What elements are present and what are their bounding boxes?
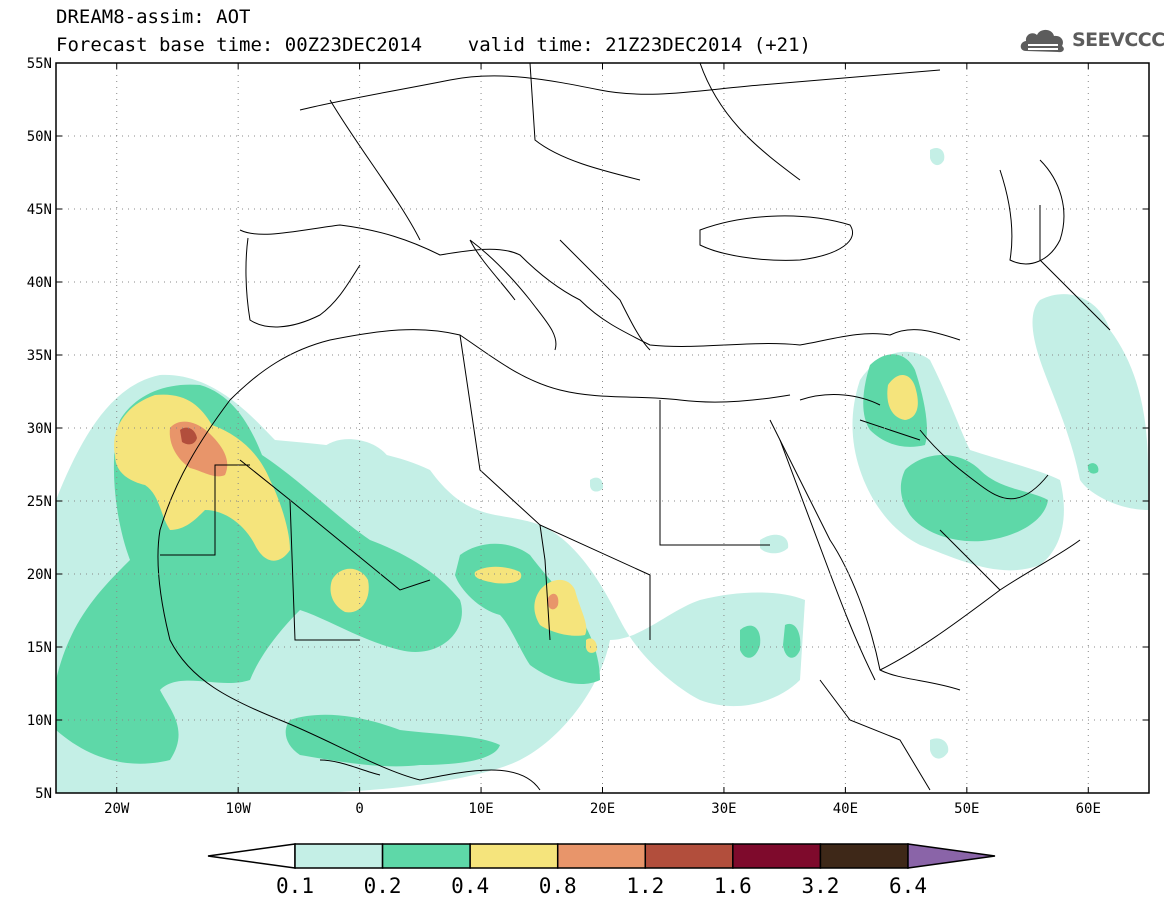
- colorbar-box-1: [381, 843, 471, 869]
- map-grid: [56, 63, 1149, 793]
- aot-field: [56, 148, 1148, 793]
- country-line-3: [699, 63, 801, 181]
- colorbar-high-triangle: [907, 843, 996, 869]
- colorbar-box-3: [556, 843, 647, 869]
- caspian: [999, 159, 1065, 265]
- lat-tick-label: 25N: [27, 494, 52, 510]
- sudan-border: [539, 524, 651, 641]
- lat-tick-label: 20N: [27, 567, 52, 583]
- lat-tick-label: 50N: [27, 129, 52, 145]
- sahara-border-1: [239, 459, 431, 591]
- lat-tick-label: 45N: [27, 202, 52, 218]
- aot-level-0.4: [114, 374, 918, 653]
- colorbar-label: 0.1: [276, 874, 314, 898]
- egypt-border: [659, 400, 770, 546]
- italy-coast: [469, 239, 557, 351]
- colorbar-box-2: [469, 843, 559, 869]
- colorbar: 0.1 0.2 0.4 0.8 1.2 1.6 3.2 6.4: [207, 843, 996, 898]
- arabia-border: [799, 394, 1001, 591]
- europe-coastline: [239, 224, 961, 347]
- east-africa-border: [819, 679, 931, 791]
- iran-border: [1039, 205, 1111, 331]
- lon-tick-label: 50E: [954, 801, 979, 817]
- colorbar-low-triangle: [207, 843, 296, 869]
- sahara-border-3: [459, 334, 651, 576]
- sahara-border-2: [289, 499, 360, 641]
- lat-tick-label: 5N: [35, 786, 52, 802]
- colorbar-label: 1.6: [714, 874, 752, 898]
- arabian-coast: [879, 539, 1081, 671]
- lon-tick-label: 30E: [711, 801, 736, 817]
- axis-ticks: 20W 10W 0 10E 20E 30E 40E 50E 60E 55N 50N 45N 40N 35N…: [27, 56, 1149, 817]
- seevccc-logo: SEEVCCC: [1018, 22, 1165, 58]
- lat-tick-label: 15N: [27, 640, 52, 656]
- iberia-coast: [245, 237, 361, 328]
- lon-tick-label: 20E: [590, 801, 615, 817]
- black-sea: [699, 215, 853, 261]
- colorbar-label: 0.8: [539, 874, 577, 898]
- colorbar-box-0: [294, 843, 384, 869]
- lon-tick-label: 10E: [468, 801, 493, 817]
- lat-tick-label: 30N: [27, 421, 52, 437]
- africa-north-coast: [229, 329, 791, 403]
- balkans-greece: [559, 239, 651, 351]
- gulf-guinea: [319, 759, 381, 776]
- colorbar-label: 0.2: [364, 874, 402, 898]
- lon-tick-label: 40E: [833, 801, 858, 817]
- lat-tick-label: 40N: [27, 275, 52, 291]
- cloud-icon: [1020, 29, 1064, 53]
- lon-tick-label: 0: [355, 801, 363, 817]
- africa-west-coast: [157, 399, 541, 791]
- red-sea-west: [779, 439, 876, 681]
- aot-level-1.2: [180, 427, 197, 445]
- colorbar-label: 6.4: [889, 874, 927, 898]
- colorbar-box-6: [819, 843, 909, 869]
- country-line-1: [329, 99, 421, 241]
- logo-text: SEEVCCC: [1072, 29, 1165, 51]
- lat-tick-label: 10N: [27, 713, 52, 729]
- country-line-2: [529, 63, 641, 181]
- north-border-europe: [299, 69, 941, 111]
- gulf-coast: [919, 429, 1049, 500]
- colorbar-box-4: [644, 843, 734, 869]
- red-sea-east: [769, 419, 961, 691]
- colorbar-box-5: [732, 843, 822, 869]
- colorbar-label: 1.2: [626, 874, 664, 898]
- title-line-2: Forecast base time: 00Z23DEC2014 valid t…: [56, 34, 811, 56]
- lon-tick-label: 10W: [226, 801, 252, 817]
- lon-tick-label: 20W: [104, 801, 130, 817]
- colorbar-label: 0.4: [451, 874, 489, 898]
- coastlines-and-borders: [157, 63, 1111, 791]
- lat-tick-label: 35N: [27, 348, 52, 364]
- colorbar-label: 3.2: [801, 874, 839, 898]
- lon-tick-label: 60E: [1076, 801, 1101, 817]
- title-line-1: DREAM8-assim: AOT: [56, 6, 251, 28]
- sahel-border: [160, 464, 250, 556]
- lat-tick-label: 55N: [27, 56, 52, 72]
